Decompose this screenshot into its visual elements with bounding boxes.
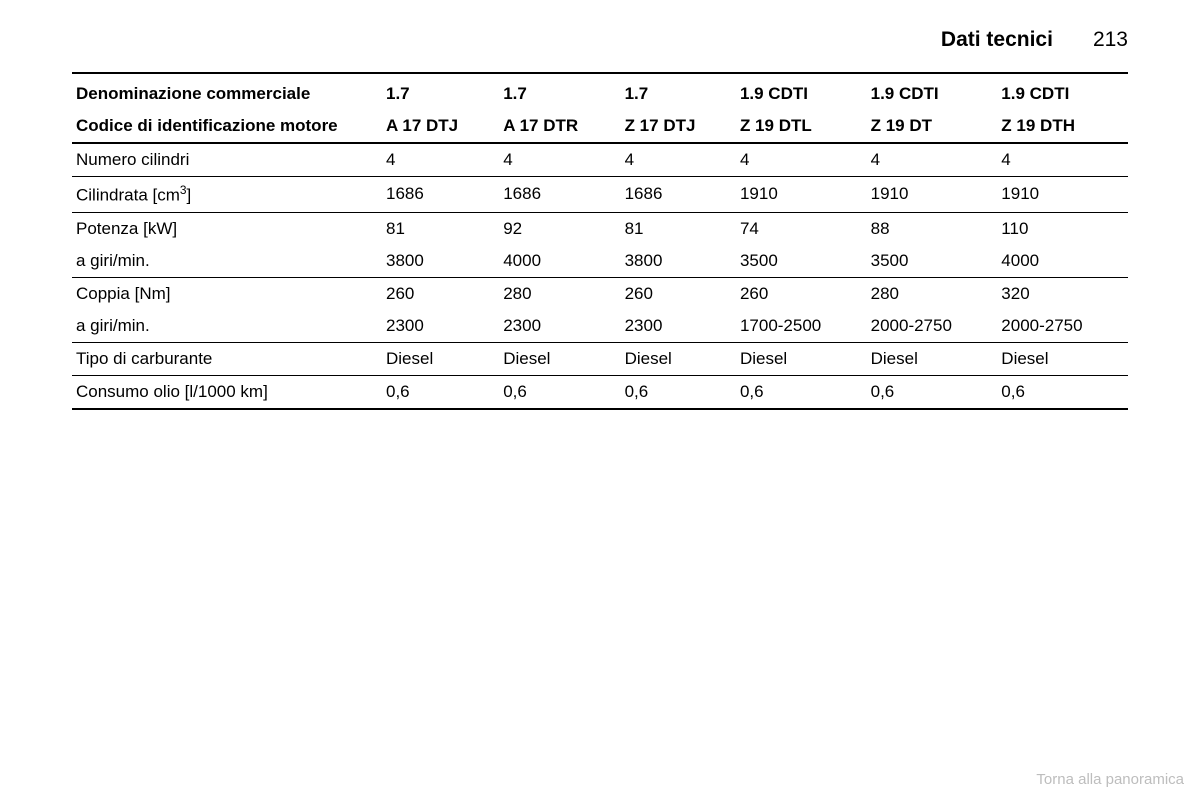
cell: 0,6 [867,375,998,409]
table-row: Potenza [kW] 81 92 81 74 88 110 [72,212,1128,245]
cell: 1910 [867,177,998,213]
header-cell: 1.7 [499,73,620,110]
cell: Diesel [736,342,867,375]
row-label: Potenza [kW] [72,212,382,245]
row-label: Consumo olio [l/1000 km] [72,375,382,409]
header-cell: Z 19 DTL [736,110,867,143]
cell: 1910 [997,177,1128,213]
cell: 1686 [621,177,736,213]
row-label: a giri/min. [72,245,382,278]
cell: 3500 [867,245,998,278]
back-to-overview-link[interactable]: Torna alla panoramica [1036,771,1184,788]
cell: 1686 [382,177,499,213]
header-cell: A 17 DTR [499,110,620,143]
table-row: Tipo di carburante Diesel Diesel Diesel … [72,342,1128,375]
cell: 1686 [499,177,620,213]
table-row: Cilindrata [cm3] 1686 1686 1686 1910 191… [72,177,1128,213]
header-cell: Z 19 DT [867,110,998,143]
header-cell: Z 19 DTH [997,110,1128,143]
cell: 4 [736,143,867,177]
cell: 280 [499,277,620,310]
cell: 4000 [499,245,620,278]
cell: 2000-2750 [867,310,998,343]
cell: 4 [867,143,998,177]
table-row: Numero cilindri 4 4 4 4 4 4 [72,143,1128,177]
header-cell: 1.9 CDTI [736,73,867,110]
cell: 3800 [621,245,736,278]
row-label: a giri/min. [72,310,382,343]
cell: 0,6 [382,375,499,409]
table-row: Coppia [Nm] 260 280 260 260 280 320 [72,277,1128,310]
row-label: Coppia [Nm] [72,277,382,310]
cell: 2000-2750 [997,310,1128,343]
cell: Diesel [997,342,1128,375]
cell: 4 [382,143,499,177]
table-row: a giri/min. 3800 4000 3800 3500 3500 400… [72,245,1128,278]
section-title: Dati tecnici [941,28,1053,52]
header-cell: 1.9 CDTI [997,73,1128,110]
header-cell: Z 17 DTJ [621,110,736,143]
page-number: 213 [1093,28,1128,52]
cell: 2300 [382,310,499,343]
row-label: Numero cilindri [72,143,382,177]
cell: 92 [499,212,620,245]
cell: 74 [736,212,867,245]
cell: Diesel [621,342,736,375]
table-row: a giri/min. 2300 2300 2300 1700-2500 200… [72,310,1128,343]
cell: 260 [382,277,499,310]
cell: 4000 [997,245,1128,278]
header-cell: A 17 DTJ [382,110,499,143]
spec-table: Denominazione commerciale 1.7 1.7 1.7 1.… [72,72,1128,410]
cell: 4 [997,143,1128,177]
cell: 88 [867,212,998,245]
cell: Diesel [499,342,620,375]
cell: 110 [997,212,1128,245]
cell: 320 [997,277,1128,310]
header-label: Codice di identificazione motore [72,110,382,143]
cell: 2300 [621,310,736,343]
cell: 3500 [736,245,867,278]
cell: 0,6 [499,375,620,409]
cell: 260 [736,277,867,310]
cell: 1910 [736,177,867,213]
cell: 81 [382,212,499,245]
cell: 0,6 [997,375,1128,409]
header-cell: 1.7 [382,73,499,110]
header-row-2: Codice di identificazione motore A 17 DT… [72,110,1128,143]
cell: 3800 [382,245,499,278]
cell: 1700-2500 [736,310,867,343]
header-row-1: Denominazione commerciale 1.7 1.7 1.7 1.… [72,73,1128,110]
table-row: Consumo olio [l/1000 km] 0,6 0,6 0,6 0,6… [72,375,1128,409]
cell: 260 [621,277,736,310]
cell: 81 [621,212,736,245]
header-cell: 1.9 CDTI [867,73,998,110]
cell: Diesel [867,342,998,375]
cell: Diesel [382,342,499,375]
cell: 0,6 [621,375,736,409]
page-header: Dati tecnici 213 [72,28,1128,52]
row-label: Tipo di carburante [72,342,382,375]
header-cell: 1.7 [621,73,736,110]
row-label: Cilindrata [cm3] [72,177,382,213]
cell: 4 [621,143,736,177]
header-label: Denominazione commerciale [72,73,382,110]
cell: 280 [867,277,998,310]
cell: 0,6 [736,375,867,409]
cell: 4 [499,143,620,177]
cell: 2300 [499,310,620,343]
